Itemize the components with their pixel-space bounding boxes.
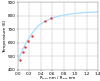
Point [50, 17, 52, 19]
Y-axis label: Temperature (K): Temperature (K) [3, 19, 7, 53]
Point [45, 21, 46, 22]
Point [28, 41, 29, 42]
X-axis label: R₃₆₆ nm / R₂₉₂ nm: R₃₆₆ nm / R₂₉₂ nm [40, 76, 76, 80]
Point [20, 59, 21, 61]
Point [31, 35, 32, 37]
Point [25, 46, 26, 47]
Point [22, 52, 24, 53]
